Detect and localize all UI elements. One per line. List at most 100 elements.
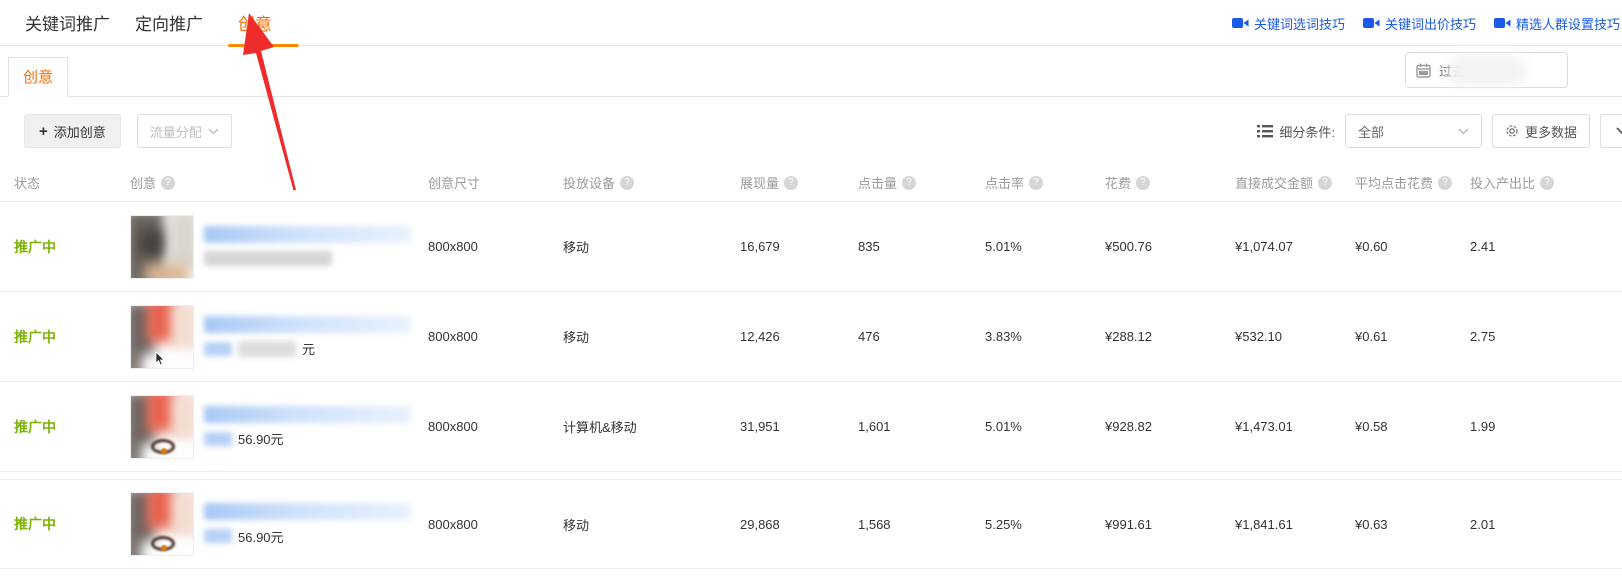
avg-cpc: ¥0.63 <box>1355 516 1388 532</box>
col-device: 投放设备? <box>549 173 726 192</box>
device: 移动 <box>563 240 590 255</box>
creative-size: 800x800 <box>428 329 478 344</box>
segment-selected-value: 全部 <box>1357 124 1384 140</box>
creative-text: 元 <box>204 315 411 358</box>
bracelet-charm-fragment <box>161 545 167 551</box>
price-text: 56.90元 <box>238 529 284 545</box>
more-data-button[interactable]: 更多数据 <box>1491 114 1590 148</box>
link-keyword-selection-tips[interactable]: 关键词选词技巧 <box>1232 14 1345 33</box>
table-row: 推广中 800x800 移动 16,679 835 5.01% ¥500.76 … <box>0 202 1622 292</box>
add-creative-button[interactable]: + 添加创意 <box>24 114 121 148</box>
col-cost: 花费? <box>1091 173 1221 192</box>
video-icon <box>1232 17 1249 29</box>
help-icon[interactable]: ? <box>1438 175 1453 190</box>
clicks: 835 <box>858 239 880 254</box>
traffic-allocation-label: 流量分配 <box>149 124 202 140</box>
more-data-label: 更多数据 <box>1524 124 1577 140</box>
direct-revenue: ¥532.10 <box>1235 329 1282 344</box>
creative-text: 56.90元 <box>204 503 411 545</box>
gear-icon <box>1505 124 1519 138</box>
creative-size: 800x800 <box>428 419 478 434</box>
status-badge: 推广中 <box>14 418 56 435</box>
traffic-allocation-dropdown[interactable]: 流量分配 <box>136 114 232 148</box>
help-links: 关键词选词技巧 关键词出价技巧 精选人群设置技巧 <box>1232 0 1620 46</box>
device: 移动 <box>563 517 590 533</box>
redacted-text-blur <box>204 529 232 543</box>
col-avg-cpc: 平均点击花费? <box>1341 173 1456 192</box>
col-ctr: 点击率? <box>971 173 1091 192</box>
col-direct-revenue: 直接成交金额? <box>1221 173 1341 192</box>
creative-size: 800x800 <box>428 239 478 254</box>
redacted-date-blur <box>1448 56 1526 86</box>
impressions: 12,426 <box>740 329 780 344</box>
help-icon[interactable]: ? <box>1318 175 1333 190</box>
creative-title-redacted <box>204 405 411 423</box>
plus-icon: + <box>39 122 48 140</box>
tab-keyword-promotion[interactable]: 关键词推广 <box>25 15 110 34</box>
creative-title-redacted <box>204 315 411 333</box>
tab-targeted-promotion[interactable]: 定向推广 <box>135 15 203 34</box>
link-audience-setting-tips[interactable]: 精选人群设置技巧 <box>1494 14 1620 33</box>
chevron-down-icon <box>1616 127 1622 135</box>
creative-thumbnail[interactable] <box>130 304 194 369</box>
link-keyword-bidding-tips[interactable]: 关键词出价技巧 <box>1363 14 1476 33</box>
status-badge: 推广中 <box>14 516 56 532</box>
roi: 2.41 <box>1470 239 1496 254</box>
creative-cell: 元 <box>116 304 414 369</box>
ctr: 5.25% <box>985 516 1022 532</box>
ctr: 5.01% <box>985 419 1022 434</box>
redacted-text-blur <box>204 341 232 356</box>
device: 移动 <box>563 330 590 345</box>
clicks: 1,568 <box>858 516 891 532</box>
help-icon[interactable]: ? <box>1029 175 1044 190</box>
bracelet-charm-fragment <box>161 447 167 454</box>
collapse-toolbar-button[interactable] <box>1600 114 1622 148</box>
video-icon <box>1363 17 1380 29</box>
ctr: 5.01% <box>985 239 1022 254</box>
link-label: 关键词出价技巧 <box>1385 16 1477 32</box>
chevron-down-icon <box>208 127 219 135</box>
creative-thumbnail[interactable] <box>130 492 194 556</box>
cost: ¥288.12 <box>1105 329 1152 344</box>
help-icon[interactable]: ? <box>1136 175 1151 190</box>
date-range-picker[interactable]: 过去 <box>1405 52 1568 88</box>
col-impressions: 展现量? <box>726 173 844 192</box>
help-icon[interactable]: ? <box>161 175 176 190</box>
clicks: 476 <box>858 329 880 344</box>
avg-cpc: ¥0.61 <box>1355 329 1388 344</box>
link-label: 精选人群设置技巧 <box>1516 16 1621 32</box>
help-icon[interactable]: ? <box>1540 175 1555 190</box>
segment-condition-select[interactable]: 全部 <box>1344 114 1482 148</box>
impressions: 16,679 <box>740 239 780 254</box>
table-row: 推广中 元 800x800 移动 12,426 476 3.83% ¥288.1… <box>0 292 1622 382</box>
cost: ¥928.82 <box>1105 419 1152 434</box>
segment-condition-label-group: 细分条件: <box>1257 122 1335 141</box>
device: 计算机&移动 <box>563 420 637 435</box>
impressions: 31,951 <box>740 419 780 434</box>
status-badge: 推广中 <box>14 238 56 255</box>
creative-title-redacted <box>204 503 411 520</box>
creative-text <box>204 225 411 268</box>
creative-text: 56.90元 <box>204 405 411 448</box>
help-icon[interactable]: ? <box>902 175 917 190</box>
link-label: 关键词选词技巧 <box>1254 16 1346 32</box>
tab-creative[interactable]: 创意 <box>238 0 272 45</box>
clicks: 1,601 <box>858 419 891 434</box>
toolbar-right: 细分条件: 全部 更多数据 <box>1257 114 1622 148</box>
help-icon[interactable]: ? <box>620 175 635 190</box>
col-roi: 投入产出比? <box>1456 173 1622 192</box>
col-creative-size: 创意尺寸 <box>428 176 481 191</box>
table-row: 推广中 56.90元 800x800 移动 29,868 1,568 5.25%… <box>0 479 1622 569</box>
subtab-creative[interactable]: 创意 <box>8 57 69 97</box>
direct-revenue: ¥1,841.61 <box>1235 516 1293 532</box>
direct-revenue: ¥1,473.01 <box>1235 419 1293 434</box>
creative-subtitle-redacted <box>204 251 332 266</box>
ctr: 3.83% <box>985 329 1022 344</box>
chevron-down-icon <box>1458 127 1469 135</box>
creative-thumbnail[interactable] <box>130 214 194 279</box>
cost: ¥991.61 <box>1105 516 1152 532</box>
creative-cell: 56.90元 <box>116 492 414 556</box>
creative-thumbnail[interactable] <box>130 394 194 459</box>
help-icon[interactable]: ? <box>784 175 799 190</box>
